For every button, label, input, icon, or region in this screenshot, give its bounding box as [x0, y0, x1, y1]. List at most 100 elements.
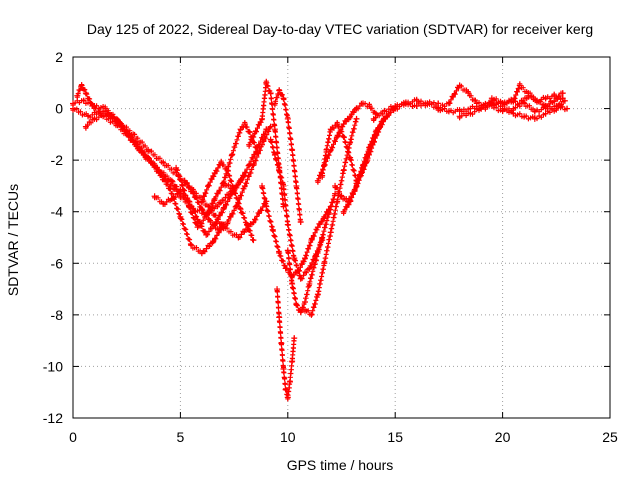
- data-point: [340, 121, 347, 128]
- data-point: [282, 386, 289, 393]
- data-point: [286, 378, 293, 385]
- data-point: [435, 105, 442, 112]
- data-point: [216, 226, 223, 233]
- series-track-4: [82, 110, 184, 197]
- data-point: [280, 95, 287, 102]
- data-point: [366, 144, 373, 151]
- series-track-26: [499, 97, 568, 122]
- data-point: [445, 108, 452, 115]
- data-point: [243, 221, 250, 228]
- data-point: [188, 242, 195, 249]
- data-point: [542, 102, 549, 109]
- data-point: [293, 301, 300, 308]
- data-point: [235, 234, 242, 241]
- marker-path: [70, 106, 269, 240]
- data-point: [321, 260, 328, 267]
- data-point: [301, 306, 308, 313]
- data-point: [366, 102, 373, 109]
- data-point: [456, 82, 463, 89]
- data-point: [231, 188, 238, 195]
- data-point: [80, 97, 87, 104]
- data-point: [155, 167, 162, 174]
- data-point: [488, 102, 495, 109]
- data-point: [334, 133, 341, 140]
- data-point: [209, 239, 216, 246]
- data-point: [551, 92, 558, 99]
- data-point: [413, 97, 420, 104]
- data-point: [145, 146, 152, 153]
- data-point: [241, 182, 248, 189]
- data-point: [289, 146, 296, 153]
- data-point: [237, 126, 244, 133]
- y-tick-label: 2: [55, 49, 63, 65]
- marker-path: [274, 288, 297, 402]
- data-point: [224, 219, 231, 226]
- data-point: [246, 141, 253, 148]
- data-point: [263, 79, 270, 86]
- data-point: [521, 113, 528, 120]
- data-point: [314, 291, 321, 298]
- data-point: [241, 121, 248, 128]
- data-point: [353, 115, 360, 122]
- data-point: [334, 198, 341, 205]
- series-track-21: [353, 96, 442, 188]
- data-point: [284, 247, 291, 254]
- data-point: [254, 149, 261, 156]
- data-point: [267, 136, 274, 143]
- x-tick-label: 20: [495, 429, 511, 445]
- x-tick-label: 15: [387, 429, 403, 445]
- data-point: [510, 110, 517, 117]
- data-point: [259, 115, 266, 122]
- data-point: [194, 224, 201, 231]
- data-point: [488, 95, 495, 102]
- data-point: [325, 211, 332, 218]
- data-point: [353, 105, 360, 112]
- data-point: [297, 275, 304, 282]
- data-point: [259, 182, 266, 189]
- data-point: [525, 90, 532, 97]
- marker-path: [354, 96, 441, 188]
- data-point: [198, 198, 205, 205]
- x-tick-label: 25: [602, 429, 618, 445]
- data-point: [78, 82, 85, 89]
- data-point: [250, 219, 257, 226]
- data-point: [319, 234, 326, 241]
- data-point: [327, 126, 334, 133]
- data-point: [413, 102, 420, 109]
- data-point: [151, 193, 158, 200]
- data-point: [291, 255, 298, 262]
- data-point: [314, 177, 321, 184]
- data-point: [218, 159, 225, 166]
- data-point: [465, 90, 472, 97]
- data-point: [269, 226, 276, 233]
- data-point: [220, 180, 227, 187]
- y-tick-label: -2: [51, 152, 64, 168]
- plot-frame: [72, 56, 611, 419]
- data-point: [276, 314, 283, 321]
- data-point: [91, 115, 98, 122]
- data-point: [130, 131, 137, 138]
- data-point: [372, 128, 379, 135]
- data-point: [104, 110, 111, 117]
- data-point: [424, 100, 431, 107]
- data-point: [173, 164, 180, 171]
- data-point: [185, 203, 192, 210]
- data-point: [289, 280, 296, 287]
- data-point: [207, 219, 214, 226]
- data-point: [340, 133, 347, 140]
- data-point: [499, 100, 506, 107]
- data-point: [347, 198, 354, 205]
- data-point: [194, 216, 201, 223]
- data-point: [160, 159, 167, 166]
- data-point: [338, 193, 345, 200]
- data-point: [332, 182, 339, 189]
- data-point: [252, 128, 259, 135]
- data-point: [198, 249, 205, 256]
- data-point: [250, 237, 257, 244]
- data-point: [263, 203, 270, 210]
- data-point: [332, 190, 339, 197]
- data-point: [130, 139, 137, 146]
- data-point: [166, 185, 173, 192]
- data-point: [353, 180, 360, 187]
- data-point: [198, 206, 205, 213]
